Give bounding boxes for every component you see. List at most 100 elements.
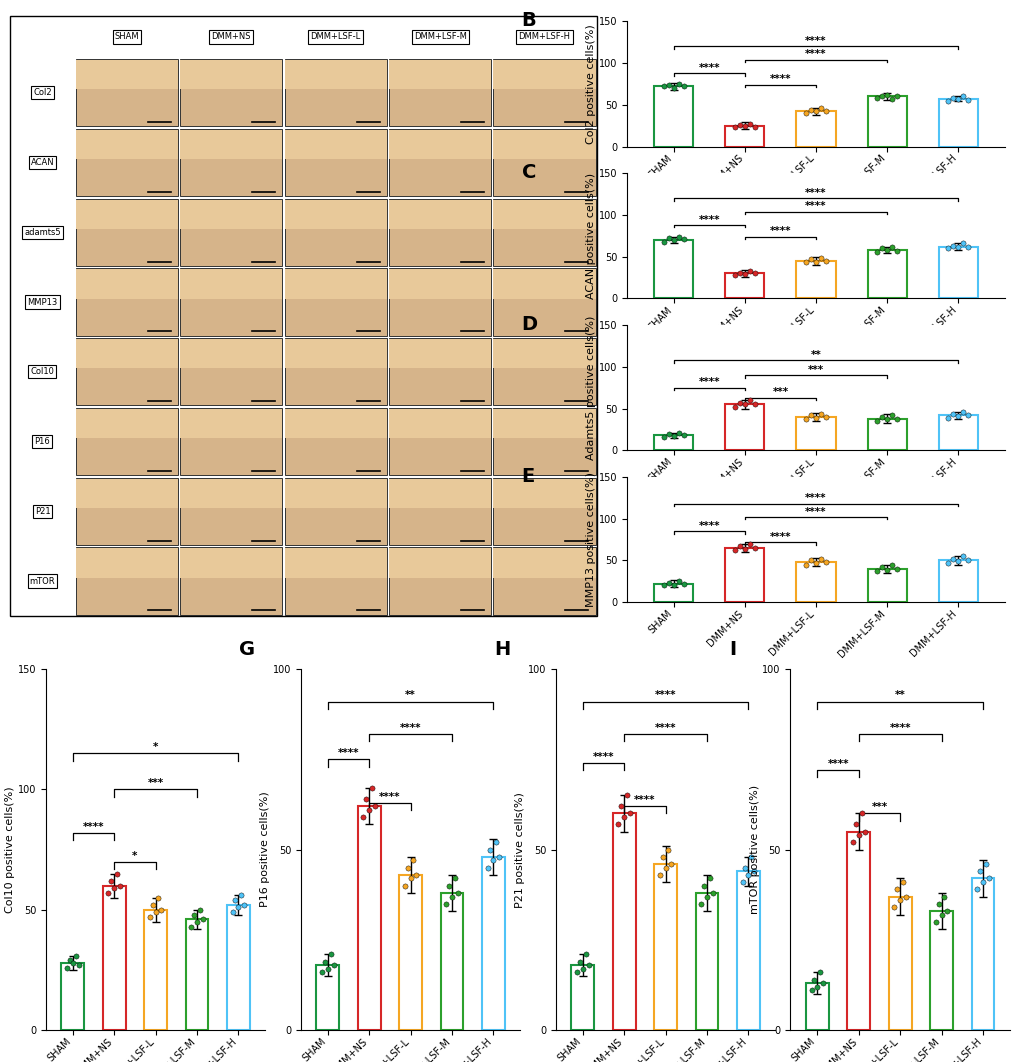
Text: ***: *** (771, 388, 788, 397)
Bar (180, 200, 282, 228)
Point (950, 90, 966, 107)
Bar (937, 415, 977, 450)
Bar (75, 130, 177, 159)
Point (807, 554, 823, 571)
Bar (284, 200, 386, 228)
Point (979, 870, 996, 887)
Point (695, 877, 711, 894)
Point (940, 240, 956, 257)
Point (797, 410, 813, 427)
Point (399, 859, 416, 876)
Point (317, 953, 333, 970)
Point (731, 394, 747, 411)
Point (955, 88, 971, 105)
Bar (725, 273, 763, 298)
Point (664, 80, 681, 97)
Bar (284, 479, 386, 508)
Text: ****: **** (804, 493, 826, 503)
Point (580, 957, 596, 974)
Point (655, 428, 672, 445)
Text: E: E (521, 467, 534, 485)
Bar (481, 857, 504, 1030)
Point (736, 396, 752, 413)
Point (103, 872, 119, 889)
Text: ****: **** (804, 49, 826, 59)
Text: ****: **** (83, 822, 104, 832)
Point (731, 537, 747, 554)
Bar (388, 130, 491, 159)
Text: DMM+LSF-H: DMM+LSF-H (518, 33, 570, 41)
Bar (867, 418, 906, 450)
Bar (736, 871, 759, 1030)
Point (878, 241, 895, 258)
Point (844, 834, 860, 851)
Text: DMM+LSF-L: DMM+LSF-L (310, 33, 361, 41)
Point (734, 874, 750, 891)
Bar (388, 548, 491, 578)
Text: ****: **** (654, 690, 676, 701)
Bar (284, 61, 386, 89)
Point (182, 919, 199, 936)
Point (868, 563, 884, 580)
Point (812, 550, 828, 567)
Point (959, 239, 975, 256)
Point (664, 428, 681, 445)
Text: ****: **** (804, 188, 826, 198)
Point (940, 92, 956, 109)
Point (745, 862, 761, 879)
Text: P21: P21 (35, 507, 50, 516)
Text: ****: **** (698, 63, 719, 72)
Point (396, 877, 413, 894)
Point (935, 888, 952, 905)
Point (808, 978, 824, 995)
Point (797, 556, 813, 573)
Point (737, 859, 753, 876)
Point (669, 75, 686, 92)
Y-axis label: Adamts5 positive cells(%): Adamts5 positive cells(%) (586, 315, 596, 460)
Point (189, 913, 205, 930)
Point (664, 576, 681, 593)
Text: DMM+LSF-M: DMM+LSF-M (414, 33, 466, 41)
Point (401, 870, 419, 887)
Point (655, 78, 672, 95)
Point (803, 982, 819, 999)
Point (731, 117, 747, 134)
Point (746, 264, 762, 281)
Bar (888, 896, 911, 1030)
Bar (284, 409, 386, 439)
Point (959, 91, 975, 108)
Text: P16: P16 (35, 438, 50, 446)
Point (662, 856, 679, 873)
Text: ****: **** (769, 532, 791, 542)
Point (654, 849, 671, 866)
Bar (847, 832, 869, 1030)
Point (868, 243, 884, 260)
Point (932, 906, 949, 923)
Point (853, 805, 869, 822)
Point (959, 552, 975, 569)
Point (873, 559, 890, 576)
Point (675, 78, 691, 95)
Bar (695, 893, 717, 1030)
Point (878, 561, 895, 578)
Point (572, 953, 588, 970)
Point (811, 964, 827, 981)
Point (736, 266, 752, 282)
Bar (571, 965, 594, 1030)
Point (664, 232, 681, 249)
Point (112, 877, 128, 894)
Bar (929, 911, 952, 1030)
Point (889, 88, 905, 105)
Bar (75, 548, 177, 578)
Point (938, 903, 955, 920)
Point (675, 230, 691, 247)
Point (148, 904, 164, 921)
Point (878, 86, 895, 103)
Point (726, 267, 742, 284)
Point (955, 235, 971, 252)
Point (812, 250, 828, 267)
Bar (796, 417, 835, 450)
Point (856, 823, 872, 840)
Bar (440, 893, 463, 1030)
Text: ****: **** (889, 723, 910, 733)
